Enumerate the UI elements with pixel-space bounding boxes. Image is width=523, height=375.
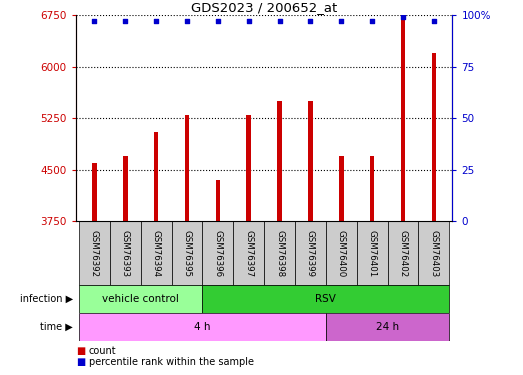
Bar	[277, 101, 282, 221]
Bar	[79, 313, 326, 341]
Point	[244, 18, 253, 24]
Bar	[431, 53, 436, 221]
Bar	[418, 221, 449, 285]
Text: GSM76392: GSM76392	[90, 230, 99, 277]
Bar	[388, 221, 418, 285]
Bar	[110, 221, 141, 285]
Bar	[79, 221, 110, 285]
Bar	[123, 156, 128, 221]
Bar	[185, 115, 189, 221]
Text: GSM76393: GSM76393	[121, 230, 130, 277]
Text: GSM76401: GSM76401	[368, 230, 377, 277]
Text: RSV: RSV	[315, 294, 336, 304]
Bar	[246, 115, 251, 221]
Bar	[172, 221, 202, 285]
Point	[152, 18, 160, 24]
Title: GDS2023 / 200652_at: GDS2023 / 200652_at	[191, 1, 337, 14]
Bar	[264, 221, 295, 285]
Point	[213, 18, 222, 24]
Point	[276, 18, 284, 24]
Bar	[339, 156, 344, 221]
Bar	[295, 221, 326, 285]
Text: GSM76403: GSM76403	[429, 230, 438, 277]
Point	[121, 18, 129, 24]
Text: GSM76396: GSM76396	[213, 230, 222, 277]
Bar	[202, 285, 449, 313]
Text: GSM76395: GSM76395	[183, 230, 191, 277]
Bar	[154, 132, 158, 221]
Bar	[79, 285, 202, 313]
Bar	[308, 101, 313, 221]
Bar	[233, 221, 264, 285]
Text: GSM76397: GSM76397	[244, 230, 253, 277]
Bar	[326, 221, 357, 285]
Bar	[370, 156, 374, 221]
Bar	[141, 221, 172, 285]
Text: time ▶: time ▶	[40, 322, 73, 332]
Text: infection ▶: infection ▶	[20, 294, 73, 304]
Bar	[92, 163, 97, 221]
Text: GSM76402: GSM76402	[399, 230, 407, 277]
Text: GSM76394: GSM76394	[152, 230, 161, 277]
Text: 24 h: 24 h	[376, 322, 399, 332]
Text: GSM76400: GSM76400	[337, 230, 346, 277]
Point	[306, 18, 315, 24]
Text: ■: ■	[76, 346, 85, 355]
Text: count: count	[89, 346, 117, 355]
Point	[368, 18, 377, 24]
Bar	[401, 15, 405, 221]
Bar	[326, 313, 449, 341]
Bar	[215, 180, 220, 221]
Bar	[202, 221, 233, 285]
Point	[337, 18, 346, 24]
Point	[183, 18, 191, 24]
Point	[399, 14, 407, 20]
Point	[430, 18, 438, 24]
Text: 4 h: 4 h	[194, 322, 211, 332]
Text: percentile rank within the sample: percentile rank within the sample	[89, 357, 254, 367]
Bar	[357, 221, 388, 285]
Point	[90, 18, 98, 24]
Text: ■: ■	[76, 357, 85, 367]
Text: vehicle control: vehicle control	[102, 294, 179, 304]
Text: GSM76399: GSM76399	[306, 230, 315, 277]
Text: GSM76398: GSM76398	[275, 230, 284, 277]
